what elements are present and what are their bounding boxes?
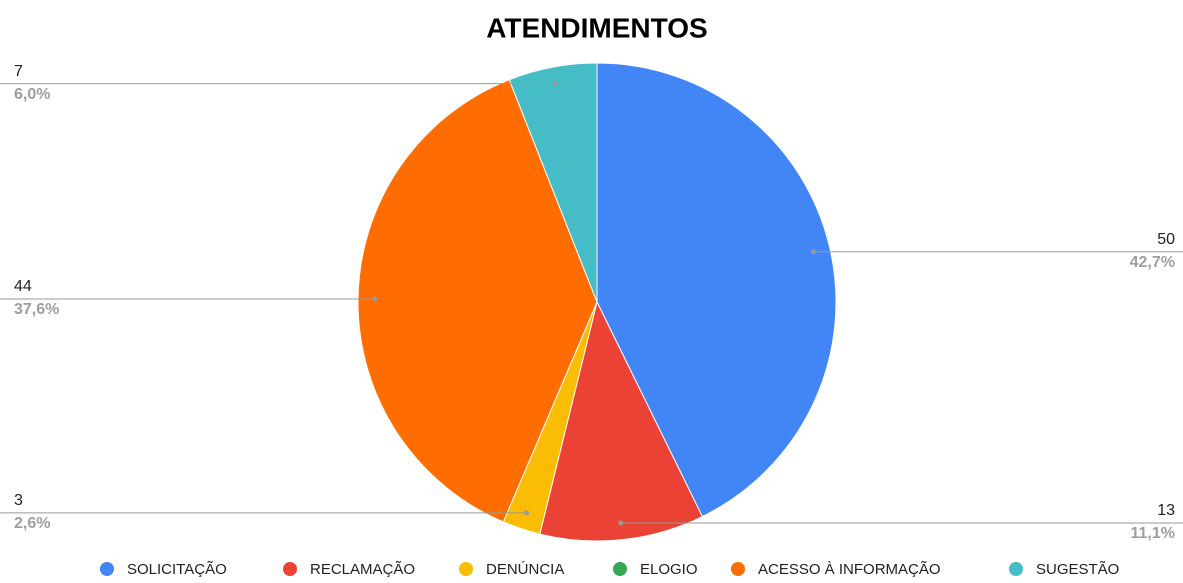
value-label: 3 [14, 492, 23, 509]
value-label: 44 [14, 278, 32, 295]
legend-swatch [613, 562, 627, 576]
percent-label: 2,6% [14, 515, 50, 532]
legend-swatch [1009, 562, 1023, 576]
pie-slice [508, 62, 598, 303]
legend-label: SUGESTÃO [1036, 561, 1119, 578]
legend-swatch [731, 562, 745, 576]
legend-swatch [283, 562, 297, 576]
value-label: 13 [1157, 502, 1175, 519]
percent-label: 6,0% [14, 86, 50, 103]
leader-dot [811, 249, 817, 255]
percent-label: 11,1% [1131, 525, 1175, 542]
leader-dot [524, 510, 530, 516]
pie-slice [596, 62, 837, 518]
legend-swatch [459, 562, 473, 576]
legend-label: ACESSO À INFORMAÇÃO [758, 561, 941, 578]
legend-label: RECLAMAÇÃO [310, 561, 415, 578]
leader-dot [618, 520, 624, 526]
legend-label: DENÚNCIA [486, 561, 564, 578]
percent-label: 37,6% [14, 301, 59, 318]
leader-dot [372, 296, 378, 302]
legend-label: ELOGIO [640, 561, 698, 578]
value-label: 50 [1157, 231, 1175, 248]
percent-label: 42,7% [1130, 254, 1175, 271]
legend-swatch [100, 562, 114, 576]
leader-dot [552, 81, 558, 87]
legend-label: SOLICITAÇÃO [127, 561, 227, 578]
pie-slice [539, 300, 704, 542]
value-label: 7 [14, 63, 23, 80]
chart-title: ATENDIMENTOS [486, 12, 707, 43]
